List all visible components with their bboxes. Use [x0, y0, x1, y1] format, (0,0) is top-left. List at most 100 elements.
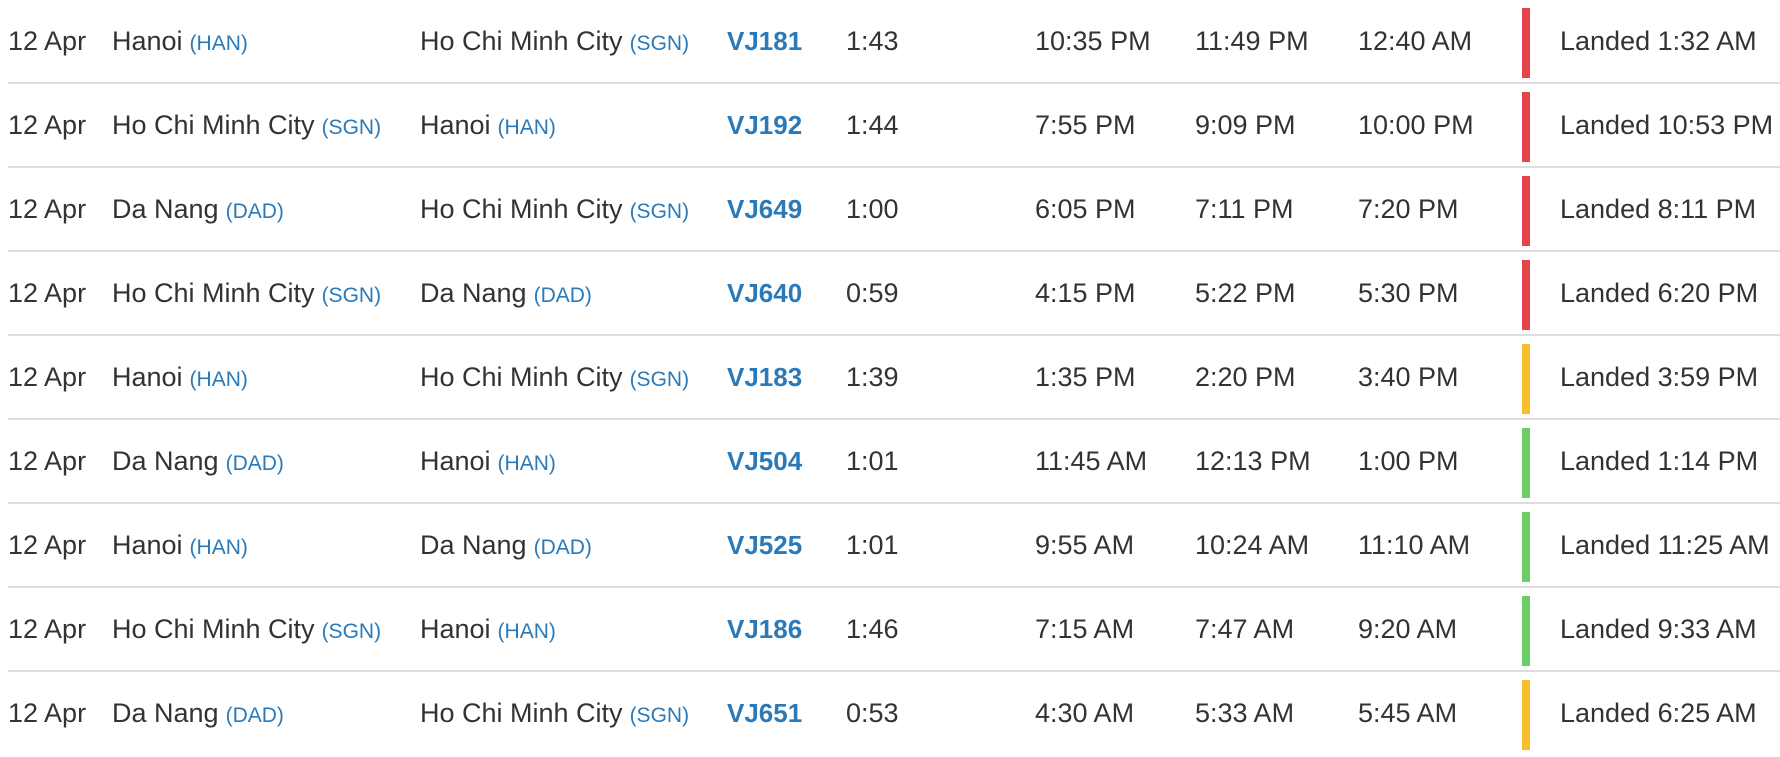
flight-number-link[interactable]: VJ192	[727, 110, 803, 140]
origin-cell: Da Nang (DAD)	[112, 672, 284, 754]
actual-departure-cell: 2:20 PM	[1195, 362, 1296, 392]
table-row: 12 Apr Da Nang (DAD) Hanoi (HAN) VJ504 1:0…	[0, 420, 1780, 504]
destination-code: (SGN)	[629, 200, 690, 223]
destination-cell: Da Nang (DAD)	[420, 504, 592, 586]
scheduled-departure-cell: 4:30 AM	[1035, 698, 1135, 728]
flight-number-cell: VJ183	[727, 336, 802, 418]
date-cell: 12 Apr	[8, 362, 87, 392]
scheduled-arrival-cell: 11:10 AM	[1358, 530, 1471, 560]
scheduled-arrival-cell: 12:40 AM	[1358, 26, 1473, 56]
flight-number-link[interactable]: VJ183	[727, 362, 803, 392]
origin-code: (SGN)	[321, 284, 382, 307]
table-row: 12 Apr Ho Chi Minh City (SGN) Hanoi (HAN) …	[0, 84, 1780, 168]
flight-number-link[interactable]: VJ181	[727, 26, 803, 56]
duration-cell: 1:44	[846, 110, 899, 140]
duration-cell: 1:39	[846, 362, 899, 392]
scheduled-departure-cell: 7:55 PM	[1035, 110, 1136, 140]
status-cell: Landed 1:32 AM	[1560, 26, 1757, 56]
destination-cell: Da Nang (DAD)	[420, 252, 592, 334]
flight-number-cell: VJ181	[727, 0, 802, 82]
destination-city: Ho Chi Minh City	[420, 362, 623, 392]
actual-departure-cell: 11:49 PM	[1195, 26, 1309, 56]
status-cell: Landed 1:14 PM	[1560, 446, 1759, 476]
scheduled-arrival-cell: 5:30 PM	[1358, 278, 1459, 308]
flight-number-cell: VJ525	[727, 504, 802, 586]
actual-departure-cell: 5:33 AM	[1195, 698, 1295, 728]
origin-code: (DAD)	[225, 704, 284, 727]
origin-city: Hanoi	[112, 26, 183, 56]
destination-city: Ho Chi Minh City	[420, 26, 623, 56]
destination-cell: Ho Chi Minh City (SGN)	[420, 168, 689, 250]
scheduled-arrival-cell: 5:45 AM	[1358, 698, 1458, 728]
origin-city: Ho Chi Minh City	[112, 110, 315, 140]
status-indicator-bar	[1522, 680, 1530, 750]
scheduled-departure-cell: 9:55 AM	[1035, 530, 1135, 560]
flight-number-cell: VJ504	[727, 420, 802, 502]
origin-cell: Ho Chi Minh City (SGN)	[112, 588, 381, 670]
destination-code: (HAN)	[497, 620, 556, 643]
destination-code: (HAN)	[497, 116, 556, 139]
destination-code: (DAD)	[533, 536, 592, 559]
destination-city: Da Nang	[420, 278, 527, 308]
scheduled-departure-cell: 6:05 PM	[1035, 194, 1136, 224]
flight-number-link[interactable]: VJ651	[727, 698, 803, 728]
actual-departure-cell: 5:22 PM	[1195, 278, 1296, 308]
destination-code: (SGN)	[629, 368, 690, 391]
origin-city: Ho Chi Minh City	[112, 278, 315, 308]
status-cell: Landed 6:20 PM	[1560, 278, 1759, 308]
status-indicator-bar	[1522, 596, 1530, 666]
scheduled-arrival-cell: 7:20 PM	[1358, 194, 1459, 224]
origin-cell: Hanoi (HAN)	[112, 504, 248, 586]
origin-cell: Hanoi (HAN)	[112, 0, 248, 82]
destination-cell: Hanoi (HAN)	[420, 84, 556, 166]
duration-cell: 1:43	[846, 26, 899, 56]
scheduled-departure-cell: 1:35 PM	[1035, 362, 1136, 392]
destination-code: (DAD)	[533, 284, 592, 307]
status-indicator-bar	[1522, 8, 1530, 78]
status-indicator-bar	[1522, 260, 1530, 330]
flight-number-cell: VJ649	[727, 168, 802, 250]
origin-code: (HAN)	[189, 32, 248, 55]
table-row: 12 Apr Da Nang (DAD) Ho Chi Minh City (SGN…	[0, 168, 1780, 252]
duration-cell: 0:59	[846, 278, 899, 308]
flight-number-link[interactable]: VJ649	[727, 194, 803, 224]
destination-city: Ho Chi Minh City	[420, 194, 623, 224]
flight-number-link[interactable]: VJ504	[727, 446, 803, 476]
origin-city: Da Nang	[112, 194, 219, 224]
scheduled-departure-cell: 11:45 AM	[1035, 446, 1148, 476]
destination-code: (SGN)	[629, 32, 690, 55]
date-cell: 12 Apr	[8, 446, 87, 476]
duration-cell: 0:53	[846, 698, 899, 728]
status-indicator-bar	[1522, 176, 1530, 246]
scheduled-departure-cell: 10:35 PM	[1035, 26, 1151, 56]
table-row: 12 Apr Da Nang (DAD) Ho Chi Minh City (SGN…	[0, 672, 1780, 756]
date-cell: 12 Apr	[8, 110, 87, 140]
actual-departure-cell: 7:11 PM	[1195, 194, 1294, 224]
actual-departure-cell: 10:24 AM	[1195, 530, 1310, 560]
date-cell: 12 Apr	[8, 614, 87, 644]
origin-cell: Da Nang (DAD)	[112, 168, 284, 250]
destination-code: (HAN)	[497, 452, 556, 475]
destination-city: Ho Chi Minh City	[420, 698, 623, 728]
flight-number-cell: VJ192	[727, 84, 802, 166]
status-cell: Landed 8:11 PM	[1560, 194, 1757, 224]
scheduled-arrival-cell: 9:20 AM	[1358, 614, 1458, 644]
destination-city: Hanoi	[420, 614, 491, 644]
origin-cell: Ho Chi Minh City (SGN)	[112, 252, 381, 334]
actual-departure-cell: 12:13 PM	[1195, 446, 1311, 476]
flight-number-link[interactable]: VJ525	[727, 530, 803, 560]
scheduled-arrival-cell: 3:40 PM	[1358, 362, 1459, 392]
actual-departure-cell: 9:09 PM	[1195, 110, 1296, 140]
origin-city: Ho Chi Minh City	[112, 614, 315, 644]
status-indicator-bar	[1522, 428, 1530, 498]
duration-cell: 1:46	[846, 614, 899, 644]
flight-number-link[interactable]: VJ186	[727, 614, 803, 644]
status-cell: Landed 6:25 AM	[1560, 698, 1757, 728]
status-cell: Landed 9:33 AM	[1560, 614, 1757, 644]
destination-code: (SGN)	[629, 704, 690, 727]
origin-cell: Ho Chi Minh City (SGN)	[112, 84, 381, 166]
origin-code: (DAD)	[225, 452, 284, 475]
flight-number-link[interactable]: VJ640	[727, 278, 803, 308]
scheduled-departure-cell: 7:15 AM	[1035, 614, 1135, 644]
status-cell: Landed 10:53 PM	[1560, 110, 1774, 140]
